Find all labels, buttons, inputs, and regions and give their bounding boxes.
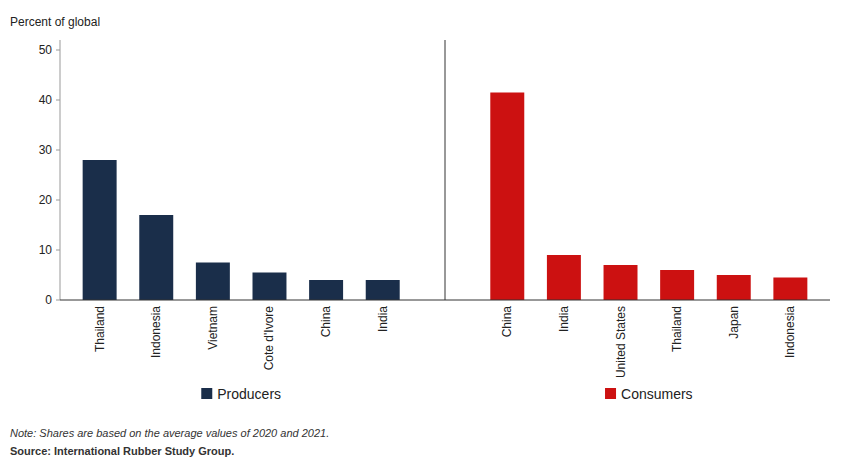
y-tick bbox=[56, 150, 60, 151]
bar bbox=[604, 265, 638, 300]
x-tick-label: India bbox=[557, 306, 571, 332]
x-tick-label: Indonesia bbox=[149, 306, 163, 358]
bar bbox=[253, 273, 287, 301]
y-tick-label: 40 bbox=[39, 93, 53, 107]
legend-label: Producers bbox=[217, 386, 281, 402]
chart: Percent of global 0 10 20 30 40 50 Thailand Indo… bbox=[0, 0, 847, 465]
note: Note: Shares are based on the average va… bbox=[10, 427, 329, 439]
y-tick-label: 30 bbox=[39, 143, 53, 157]
y-tick bbox=[56, 250, 60, 251]
x-tick-label: China bbox=[500, 306, 514, 338]
bar bbox=[490, 93, 524, 301]
bar bbox=[717, 275, 751, 300]
legend-swatch bbox=[605, 388, 616, 399]
x-tick-label: China bbox=[319, 306, 333, 338]
y-tick-label: 10 bbox=[39, 243, 53, 257]
x-tick-label: India bbox=[376, 306, 390, 332]
bar bbox=[660, 270, 694, 300]
y-tick bbox=[56, 300, 60, 301]
y-tick bbox=[56, 200, 60, 201]
y-tick-label: 50 bbox=[39, 43, 53, 57]
bar bbox=[547, 255, 581, 300]
y-tick bbox=[56, 100, 60, 101]
bar bbox=[366, 280, 400, 300]
y-axis-label: Percent of global bbox=[10, 15, 100, 29]
bar bbox=[309, 280, 343, 300]
y-axis-line bbox=[60, 40, 61, 300]
bar bbox=[196, 263, 230, 301]
x-tick-label: Thailand bbox=[93, 306, 107, 352]
x-tick-label: Japan bbox=[727, 306, 741, 339]
bar bbox=[83, 160, 117, 300]
group-divider bbox=[445, 40, 446, 300]
x-tick-label: Indonesia bbox=[783, 306, 797, 358]
x-tick-label: Vietnam bbox=[206, 306, 220, 350]
y-tick-label: 20 bbox=[39, 193, 53, 207]
bar bbox=[139, 215, 173, 300]
x-tick-label: United States bbox=[614, 306, 628, 378]
source: Source: International Rubber Study Group… bbox=[10, 445, 234, 457]
y-tick bbox=[56, 50, 60, 51]
legend-swatch bbox=[201, 388, 212, 399]
x-tick-label: Cote d'Ivore bbox=[262, 306, 276, 371]
y-tick-label: 0 bbox=[45, 293, 52, 307]
legend-label: Consumers bbox=[621, 386, 693, 402]
x-tick-label: Thailand bbox=[670, 306, 684, 352]
bar bbox=[773, 278, 807, 301]
